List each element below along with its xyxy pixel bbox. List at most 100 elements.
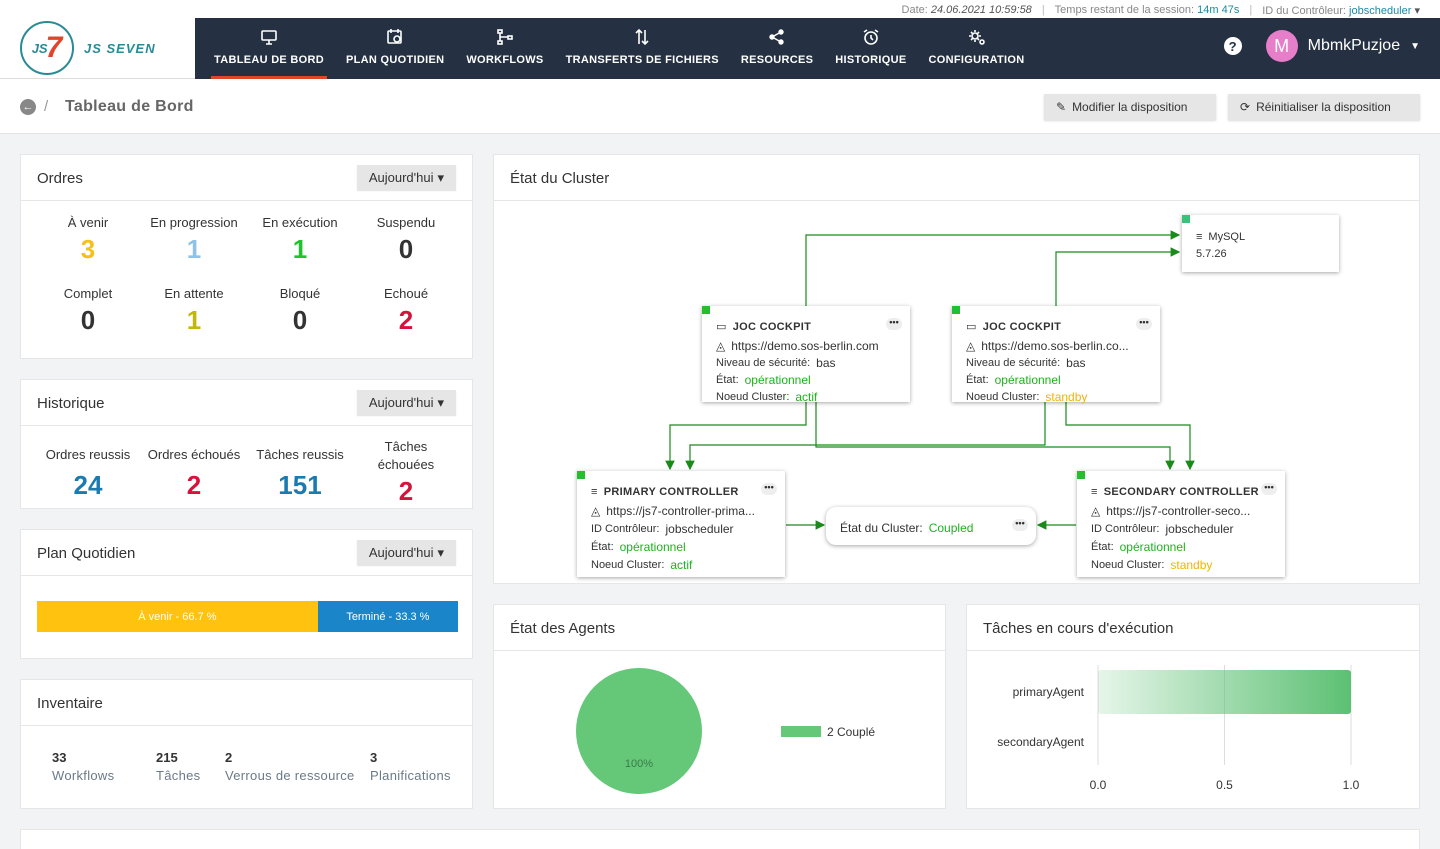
stat-value: 1 — [186, 234, 202, 264]
reset-layout-button[interactable]: ⟳ Réinitialiser la disposition — [1228, 94, 1420, 120]
x-tick-label: 0.0 — [1090, 778, 1107, 792]
brand-name: JS SEVEN — [84, 40, 156, 56]
caret-down-icon: ▾ — [437, 394, 444, 410]
order-stat[interactable]: En attente 1 — [141, 286, 247, 336]
inventory-workflows[interactable]: 33 Workflows — [52, 750, 115, 783]
history-stat[interactable]: Tâches échouées 2 — [353, 438, 459, 507]
caret-down-icon[interactable]: ▼ — [1410, 40, 1420, 52]
stat-label: Bloqué — [279, 286, 321, 301]
database-icon: ≡ — [1196, 230, 1203, 243]
daily-plan-period-dropdown[interactable]: Aujourd'hui ▾ — [356, 540, 456, 565]
logo[interactable]: JS 7 JS SEVEN — [0, 18, 195, 79]
secondary-controller-node: ≡ SECONDARY CONTROLLER ◬ https://js7-contr… — [1077, 471, 1285, 577]
share-icon — [769, 29, 784, 45]
stat-label: Echoué — [383, 286, 429, 301]
inventory-title: Inventaire — [37, 695, 103, 712]
order-stat[interactable]: Bloqué 0 — [247, 286, 353, 336]
inventory-locks[interactable]: 2 Verrous de ressource — [225, 750, 355, 783]
refresh-icon: ⟳ — [1240, 100, 1251, 114]
transfer-icon — [635, 28, 649, 46]
more-actions-icon[interactable]: ••• — [886, 318, 902, 330]
order-stat[interactable]: En exécution 1 — [247, 215, 353, 265]
linux-icon: ◬ — [716, 338, 726, 353]
stat-value: 1 — [186, 305, 202, 335]
y-category-label: primaryAgent — [1013, 685, 1085, 699]
controller-selector[interactable]: ID du Contrôleur: jobscheduler ▾ — [1262, 5, 1420, 17]
back-arrow-icon[interactable]: ← — [20, 99, 36, 115]
history-period-dropdown[interactable]: Aujourd'hui ▾ — [356, 390, 456, 415]
order-stat[interactable]: En progression 1 — [141, 215, 247, 265]
nav-configuration[interactable]: CONFIGURATION — [918, 18, 1036, 79]
primary-controller-node: ≡ PRIMARY CONTROLLER ◬ https://js7-control… — [577, 471, 785, 577]
more-actions-icon[interactable]: ••• — [1136, 318, 1152, 330]
inventory-card: Inventaire 33 Workflows 215 Tâches 2 Verrou… — [20, 679, 473, 809]
order-stat[interactable]: Complet 0 — [35, 286, 141, 336]
monitor-icon: ▭ — [966, 321, 977, 333]
x-tick-label: 0.5 — [1216, 778, 1233, 792]
alarm-icon — [863, 29, 879, 45]
nav-daily-plan[interactable]: PLAN QUOTIDIEN — [335, 18, 455, 79]
plan-segment[interactable]: Terminé - 33.3 % — [317, 601, 458, 632]
edit-layout-button[interactable]: ✎ Modifier la disposition — [1044, 94, 1216, 120]
server-icon: ≡ — [1091, 485, 1098, 498]
x-tick-label: 1.0 — [1343, 778, 1360, 792]
history-stat[interactable]: Ordres reussis 24 — [35, 447, 141, 501]
inventory-jobs[interactable]: 215 Tâches — [156, 750, 201, 783]
stat-label: En progression — [150, 215, 238, 230]
stat-label: Complet — [63, 286, 113, 301]
nav-file-transfers[interactable]: TRANSFERTS DE FICHIERS — [555, 18, 730, 79]
stat-value: 0 — [80, 305, 96, 335]
orders-title: Ordres — [37, 170, 83, 187]
stat-value: 1 — [292, 234, 308, 264]
connector-joc2-secondary — [1065, 402, 1195, 471]
order-stat[interactable]: À venir 3 — [35, 215, 141, 265]
order-stat[interactable]: Echoué 2 — [353, 286, 459, 336]
history-stat[interactable]: Ordres échoués 2 — [141, 447, 247, 501]
caret-down-icon: ▾ — [437, 544, 444, 560]
nav-workflows[interactable]: WORKFLOWS — [455, 18, 554, 79]
caret-down-icon: ▾ — [1414, 5, 1420, 17]
plan-segment[interactable]: À venir - 66.7 % — [37, 601, 318, 632]
database-node: ≡ MySQL 5.7.26 — [1182, 215, 1339, 272]
stat-value: 24 — [73, 470, 103, 500]
more-actions-icon[interactable]: ••• — [761, 483, 777, 495]
nav-history[interactable]: HISTORIQUE — [824, 18, 917, 79]
cluster-card: État du Cluster ≡ MySQL 5.7.26 ▭ JOC COCKP… — [493, 154, 1420, 584]
more-actions-icon[interactable]: ••• — [1012, 519, 1028, 531]
connector-joc1-secondary — [815, 402, 1175, 471]
avatar[interactable]: M — [1265, 30, 1298, 62]
stat-value: 2 — [186, 470, 202, 500]
inventory-schedules[interactable]: 3 Planifications — [370, 750, 451, 783]
controller-id: jobscheduler — [1349, 5, 1412, 17]
linux-icon: ◬ — [1091, 504, 1101, 518]
nav-resources[interactable]: RESOURCES — [730, 18, 824, 79]
pie-slice[interactable] — [576, 668, 702, 794]
history-title: Historique — [37, 395, 105, 412]
stat-value: 2 — [398, 305, 414, 335]
bar-primaryAgent[interactable] — [1098, 670, 1351, 714]
history-stat[interactable]: Tâches reussis 151 — [247, 447, 353, 501]
agents-title: État des Agents — [510, 620, 616, 637]
session-remaining: 14m 47s — [1197, 4, 1240, 16]
orders-card: Ordres Aujourd'hui ▾ À venir 3 En progressi… — [20, 154, 473, 359]
agents-card: État des Agents 100% 2 Couplé — [493, 604, 946, 809]
user-menu[interactable]: MbmkPuzjoe — [1307, 37, 1401, 54]
connector-joc1-db — [805, 230, 1181, 306]
page-title: Tableau de Bord — [65, 98, 194, 115]
orders-period-dropdown[interactable]: Aujourd'hui ▾ — [356, 165, 456, 190]
breadcrumb-separator: / — [44, 98, 49, 115]
cluster-coupling-state: État du Cluster: Coupled ••• — [826, 507, 1036, 545]
nav-dashboard[interactable]: TABLEAU DE BORD — [203, 18, 335, 79]
order-stat[interactable]: Suspendu 0 — [353, 215, 459, 265]
help-icon[interactable]: ? — [1223, 37, 1242, 55]
pie-slice-label: 100% — [625, 758, 653, 770]
connector-joc1-primary — [665, 402, 807, 471]
more-actions-icon[interactable]: ••• — [1261, 483, 1277, 495]
monitor-icon — [261, 30, 277, 45]
breadcrumb: ← / Tableau de Bord ✎ Modifier la disposi… — [0, 79, 1440, 134]
stat-value: 3 — [80, 234, 96, 264]
stat-label: En attente — [164, 286, 224, 301]
running-jobs-card: Tâches en cours d'exécution 0.0 0.5 1.0 pri… — [966, 604, 1420, 809]
legend-swatch — [781, 726, 821, 737]
cluster-connectors — [665, 230, 1195, 530]
